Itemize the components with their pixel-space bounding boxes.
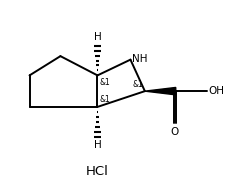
Text: OH: OH <box>207 86 223 96</box>
Polygon shape <box>144 87 175 95</box>
Text: HCl: HCl <box>86 165 109 178</box>
Text: H: H <box>93 32 101 42</box>
Text: NH: NH <box>131 54 147 64</box>
Text: &1: &1 <box>132 80 143 89</box>
Text: H: H <box>93 140 101 150</box>
Text: O: O <box>170 127 178 137</box>
Text: &1: &1 <box>100 95 110 104</box>
Text: &1: &1 <box>100 78 110 87</box>
